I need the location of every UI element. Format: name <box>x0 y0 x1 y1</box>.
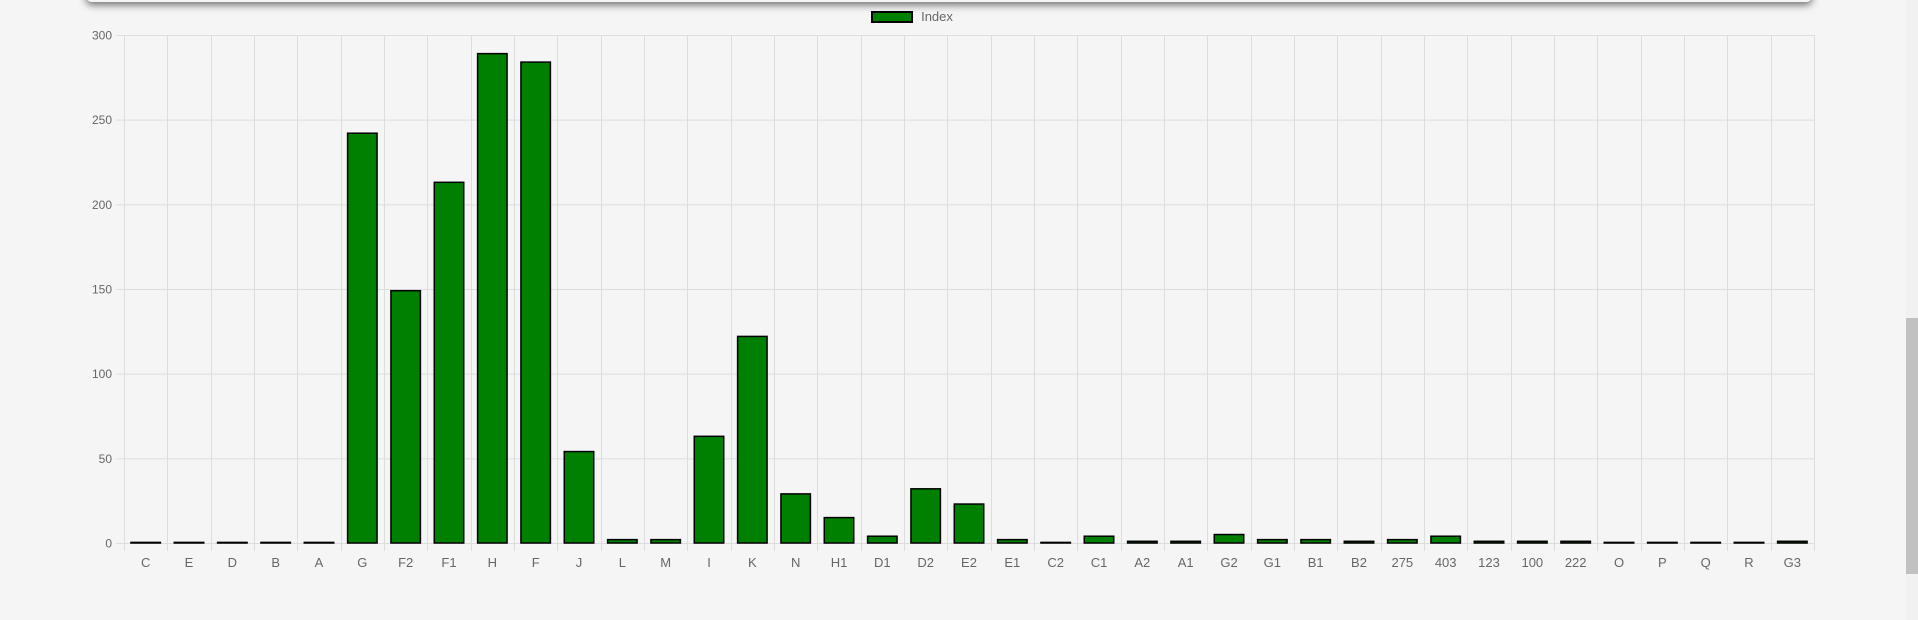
bar-G1 <box>1256 538 1288 544</box>
x-tick-label: B1 <box>1308 555 1324 570</box>
bar-I <box>693 435 725 544</box>
bar-H <box>476 52 508 544</box>
x-tick-label: G <box>357 555 367 570</box>
bar-E2 <box>953 503 985 544</box>
bar-R <box>1733 541 1765 544</box>
x-tick-label: D1 <box>874 555 891 570</box>
x-tick-label: I <box>707 555 711 570</box>
x-tick-label: H <box>488 555 497 570</box>
y-tick-label: 250 <box>92 113 112 127</box>
x-tick-label: F2 <box>398 555 413 570</box>
bar-C1 <box>1083 535 1115 544</box>
bar-123 <box>1473 540 1505 544</box>
x-tick-label: O <box>1614 555 1624 570</box>
bar-N <box>780 493 812 544</box>
bar-403 <box>1430 535 1462 544</box>
x-tick-label: 403 <box>1435 555 1457 570</box>
bar-275 <box>1386 538 1418 544</box>
x-tick-label: R <box>1744 555 1753 570</box>
x-tick-label: G2 <box>1220 555 1237 570</box>
y-tick-label: 150 <box>92 283 112 297</box>
x-tick-label: A1 <box>1178 555 1194 570</box>
x-tick-label: F1 <box>441 555 456 570</box>
x-tick-label: E1 <box>1004 555 1020 570</box>
bar-E1 <box>996 538 1028 544</box>
bar-P <box>1646 541 1678 544</box>
x-tick-label: 222 <box>1565 555 1587 570</box>
bar-A <box>303 541 335 544</box>
x-tick-label: D2 <box>917 555 934 570</box>
x-tick-label: C <box>141 555 150 570</box>
bar-D1 <box>866 535 898 544</box>
legend-label: Index <box>921 9 953 24</box>
x-tick-label: K <box>748 555 757 570</box>
bar-C2 <box>1040 541 1072 544</box>
x-tick-label: L <box>619 555 626 570</box>
y-tick-label: 300 <box>92 29 112 43</box>
x-tick-label: F <box>532 555 540 570</box>
x-tick-label: P <box>1658 555 1667 570</box>
y-tick-label: 50 <box>99 452 113 466</box>
top-panel-shadow <box>86 0 1812 2</box>
bar-A1 <box>1170 540 1202 544</box>
bar-B <box>260 541 292 544</box>
x-tick-label: D <box>228 555 237 570</box>
x-tick-label: G3 <box>1784 555 1801 570</box>
x-tick-label: E <box>185 555 194 570</box>
x-tick-label: E2 <box>961 555 977 570</box>
bar-F1 <box>433 181 465 544</box>
x-tick-label: 275 <box>1391 555 1413 570</box>
x-tick-label: 123 <box>1478 555 1500 570</box>
bar-A2 <box>1126 540 1158 544</box>
x-tick-label: A2 <box>1134 555 1150 570</box>
bar-K <box>736 335 768 544</box>
x-tick-label: A <box>315 555 324 570</box>
legend-swatch <box>871 10 914 23</box>
x-tick-label: N <box>791 555 800 570</box>
x-tick-label: M <box>660 555 671 570</box>
bar-C <box>130 541 162 544</box>
bar-O <box>1603 541 1635 544</box>
x-tick-label: C1 <box>1091 555 1108 570</box>
bar-F <box>520 61 552 544</box>
bar-B2 <box>1343 540 1375 544</box>
bar-100 <box>1516 540 1548 544</box>
bar-G <box>346 132 378 544</box>
bar-J <box>563 450 595 544</box>
bar-F2 <box>390 289 422 544</box>
legend-entry[interactable]: Index <box>871 9 953 24</box>
bar-L <box>606 538 638 544</box>
bar-Q <box>1690 541 1722 544</box>
y-tick-label: 0 <box>105 537 112 551</box>
bar-D2 <box>910 488 942 544</box>
chart-legend: Index <box>0 9 1918 24</box>
y-tick-label: 200 <box>92 198 112 212</box>
scrollbar-thumb[interactable] <box>1906 318 1918 574</box>
x-tick-label: B <box>271 555 280 570</box>
bar-M <box>650 538 682 544</box>
x-tick-label: G1 <box>1264 555 1281 570</box>
bar-D <box>216 541 248 544</box>
x-tick-label: 100 <box>1521 555 1543 570</box>
x-tick-label: H1 <box>831 555 848 570</box>
bar-G2 <box>1213 533 1245 544</box>
bar-222 <box>1560 540 1592 544</box>
bar-E <box>173 541 205 544</box>
x-tick-label: B2 <box>1351 555 1367 570</box>
x-tick-label: J <box>576 555 583 570</box>
x-tick-label: Q <box>1701 555 1711 570</box>
y-tick-label: 100 <box>92 367 112 381</box>
bar-G3 <box>1776 540 1808 544</box>
bar-H1 <box>823 516 855 544</box>
bar-B1 <box>1300 538 1332 544</box>
x-tick-label: C2 <box>1047 555 1064 570</box>
